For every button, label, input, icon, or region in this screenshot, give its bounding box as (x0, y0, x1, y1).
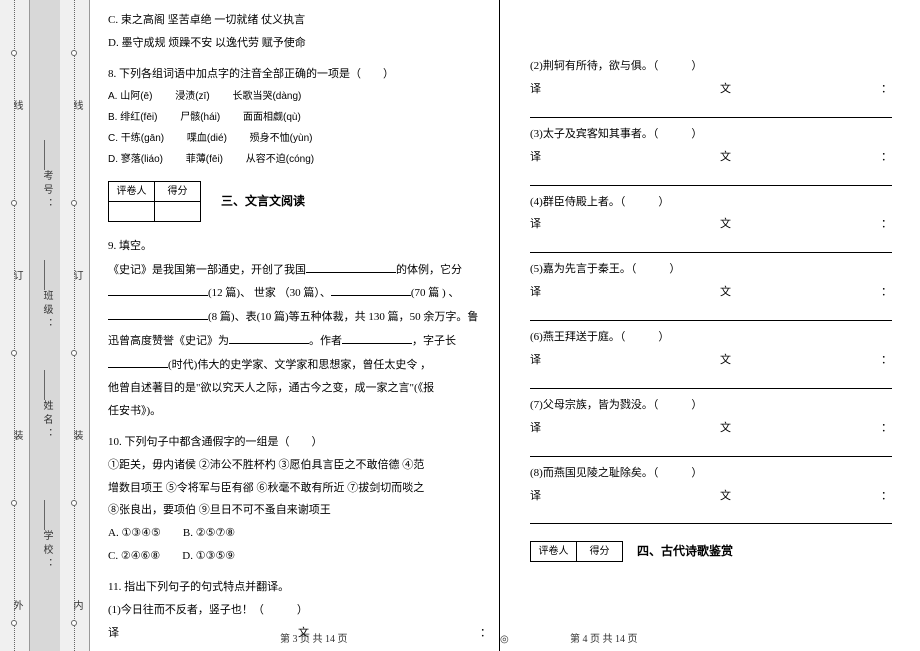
q11-2-translation: 译文： (530, 79, 892, 100)
q11-3-translation: 译文： (530, 147, 892, 168)
score-cell-marker[interactable] (109, 201, 155, 221)
page-content: C. 束之高阁 坚苦卓绝 一切就绪 仗义执言 D. 墨守成规 烦躁不安 以逸代劳… (100, 0, 920, 651)
binding-class: 班级： (39, 290, 54, 332)
blank-line[interactable] (530, 100, 892, 118)
q9-line6: 他曾自述著目的是"欲以究天人之际，通古今之变，成一家之言"(《报 (108, 378, 491, 399)
q8-option-c: C. 干练(gān) 喋血(dié) 殒身不恤(yùn) (108, 129, 491, 148)
q9-line1: 《史记》是我国第一部通史，开创了我国的体例，它分 (108, 259, 491, 281)
q11-item-3: (3)太子及宾客知其事者。（ ） (530, 124, 892, 145)
q10-items-2: 增数目项王 ⑤令将军与臣有郤 ⑥秋毫不敢有所近 ⑦拔剑切而啖之 (108, 478, 491, 499)
q11-4-translation: 译文： (530, 214, 892, 235)
score-header-score: 得分 (155, 181, 201, 201)
score-cell-score[interactable] (155, 201, 201, 221)
q9-line2: (12 篇)、 世家 （30 篇）、(70 篇 ) 、 (108, 282, 491, 304)
left-column: C. 束之高阁 坚苦卓绝 一切就绪 仗义执言 D. 墨守成规 烦躁不安 以逸代劳… (100, 0, 500, 651)
q10-items-1: ①距关，毋内诸侯 ②沛公不胜杯杓 ③愿伯具言臣之不敢倍德 ④范 (108, 455, 491, 476)
q11-item-8: (8)而燕国见陵之耻除矣。（ ） (530, 463, 892, 484)
blank-line[interactable] (530, 168, 892, 186)
blank-line[interactable] (530, 506, 892, 524)
score-header-marker: 评卷人 (109, 181, 155, 201)
q10-option-ab: A. ①③④⑤ B. ②⑤⑦⑧ (108, 523, 491, 544)
q10-items-3: ⑧张良出，要项伯 ⑨旦日不可不蚤自来谢项王 (108, 500, 491, 521)
q8-option-a: A. 山阿(ē) 浸渍(zī) 长歌当哭(dàng) (108, 87, 491, 106)
score-table-3: 评卷人得分 (108, 181, 201, 222)
binding-outer: 外 装 订 线 (0, 0, 30, 651)
q11-item-4: (4)群臣侍殿上者。（ ） (530, 192, 892, 213)
q11-7-translation: 译文： (530, 418, 892, 439)
page-footer-left: 第 3 页 共 14 页 (280, 630, 348, 645)
q11-item-5: (5)嘉为先言于秦王。（ ） (530, 259, 892, 280)
score-header-marker: 评卷人 (531, 542, 577, 562)
binding-name: 姓名： (39, 400, 54, 442)
q11-6-translation: 译文： (530, 350, 892, 371)
binding-label-wai: 外 (9, 600, 24, 614)
q7-option-c: C. 束之高阁 坚苦卓绝 一切就绪 仗义执言 (108, 10, 491, 31)
binding-label-zhuang: 装 (9, 430, 24, 444)
section-3-title: 三、文言文阅读 (221, 190, 305, 213)
binding-label-ding: 订 (9, 270, 24, 284)
page-footer-mid: ◎ (500, 634, 509, 645)
q11-item-6: (6)燕王拜送于庭。（ ） (530, 327, 892, 348)
question-11: 11. 指出下列句子的句式特点并翻译。 (108, 577, 491, 598)
q9-line4: 迅曾高度赞誉《史记》为。作者，字子长 (108, 330, 491, 352)
question-10: 10. 下列句子中都含通假字的一组是（ ） (108, 432, 491, 453)
q9-line7: 任安书》)。 (108, 401, 491, 422)
q9-line3: (8 篇)、表(10 篇)等五种体裁，共 130 篇，50 余万字。鲁 (108, 306, 491, 328)
q10-option-cd: C. ②④⑥⑧ D. ①③⑤⑨ (108, 546, 491, 567)
binding-label-ding2: 订 (69, 270, 84, 284)
q8-option-d: D. 寥落(liáo) 菲薄(fēi) 从容不迫(cóng) (108, 150, 491, 169)
section-4-title: 四、古代诗歌鉴赏 (637, 540, 733, 563)
blank-line[interactable] (530, 303, 892, 321)
blank-line[interactable] (530, 439, 892, 457)
binding-inner: 内 装 订 线 (60, 0, 90, 651)
q8-option-b: B. 绯红(fēi) 尸骸(hái) 面面相觑(qù) (108, 108, 491, 127)
binding-mid: 学校： 姓名： 班级： 考号： (30, 0, 60, 651)
score-header-score: 得分 (577, 542, 623, 562)
binding-label-xian: 线 (9, 100, 24, 114)
score-table-4: 评卷人得分 (530, 541, 623, 562)
binding-id: 考号： (39, 170, 54, 212)
q11-item-7: (7)父母宗族，皆为戮没。（ ） (530, 395, 892, 416)
q11-8-translation: 译文： (530, 486, 892, 507)
page-footer-right: 第 4 页 共 14 页 (570, 630, 638, 645)
binding-school: 学校： (39, 530, 54, 572)
right-column: (2)荆轲有所待，欲与俱。（ ） 译文： (3)太子及宾客知其事者。（ ） 译文… (500, 0, 900, 651)
binding-label-zhuang2: 装 (69, 430, 84, 444)
q11-item-1: (1)今日往而不反者，竖子也！（ ） (108, 600, 491, 621)
blank-line[interactable] (530, 235, 892, 253)
q7-option-d: D. 墨守成规 烦躁不安 以逸代劳 赋予使命 (108, 33, 491, 54)
q11-item-2: (2)荆轲有所待，欲与俱。（ ） (530, 56, 892, 77)
binding-label-xian2: 线 (69, 100, 84, 114)
q9-line5: (时代)伟大的史学家、文学家和思想家，曾任太史令 ， (108, 354, 491, 376)
question-9: 9. 填空。 (108, 236, 491, 257)
q11-5-translation: 译文： (530, 282, 892, 303)
blank-line[interactable] (530, 371, 892, 389)
question-8: 8. 下列各组词语中加点字的注音全部正确的一项是（ ） (108, 64, 491, 85)
binding-label-nei: 内 (69, 600, 84, 614)
